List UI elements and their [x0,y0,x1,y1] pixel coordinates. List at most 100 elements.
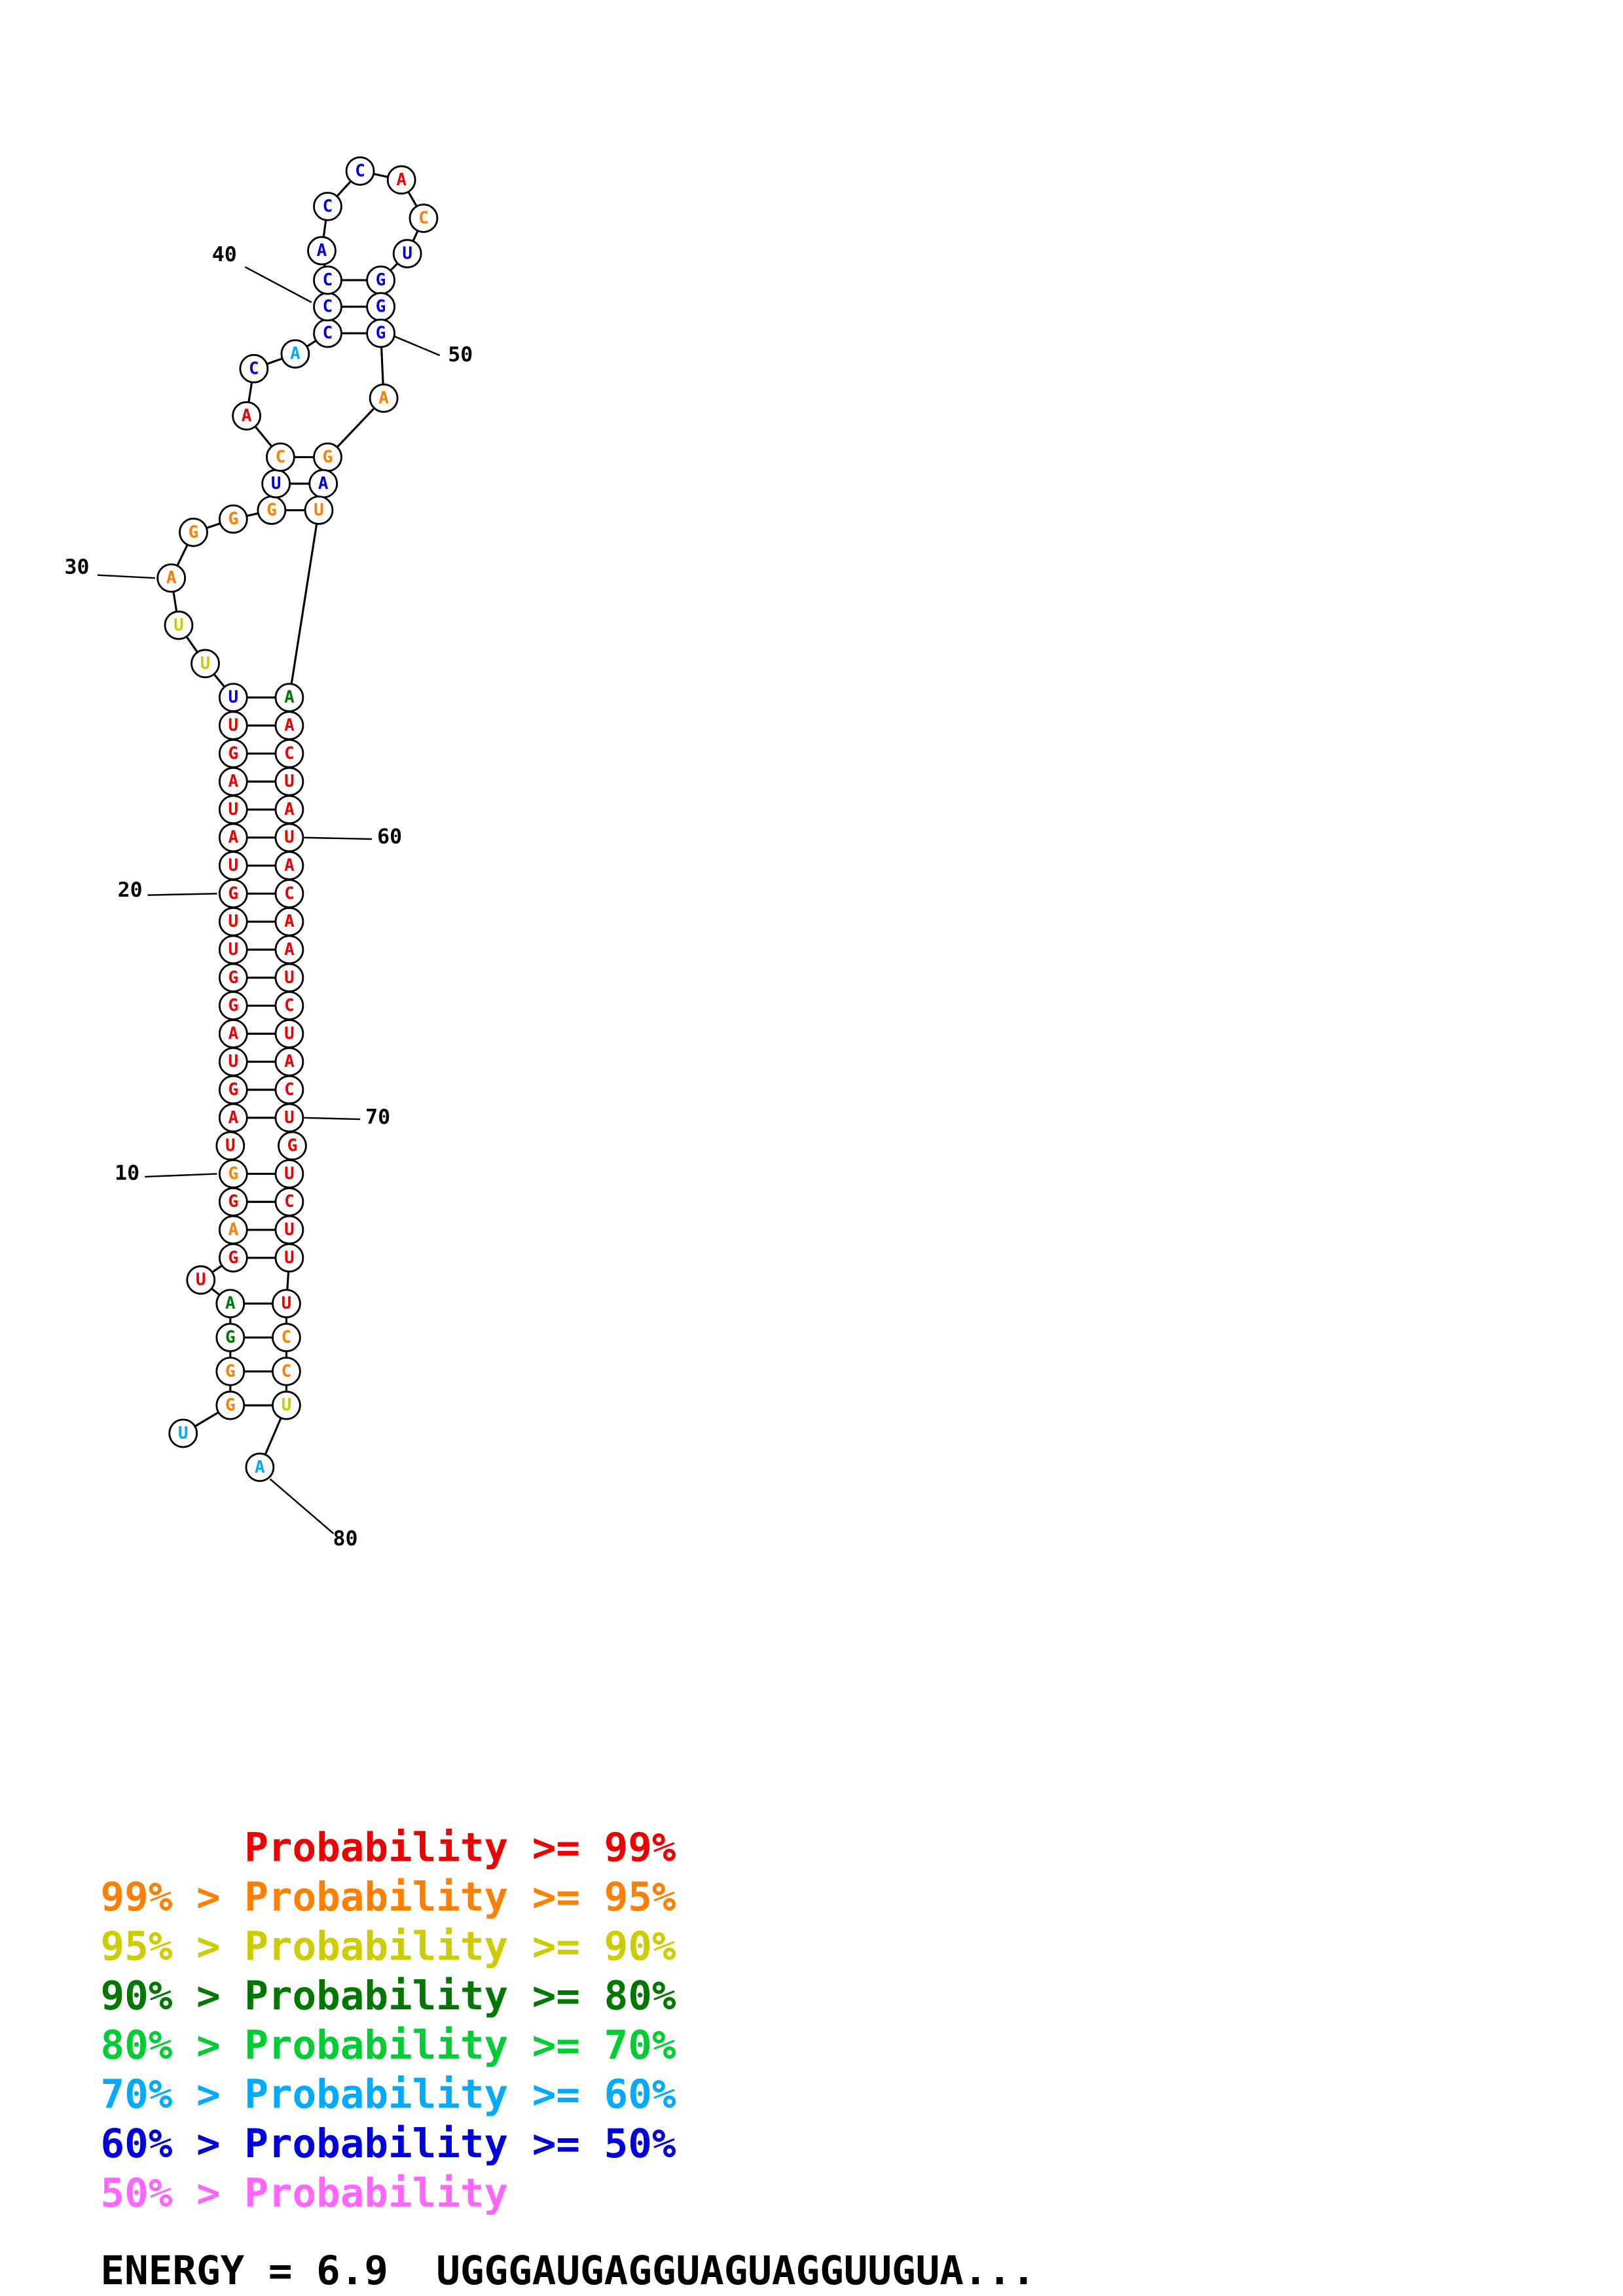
nucleotide-base-letter: C [282,1361,292,1381]
label-leader-line [145,1173,217,1178]
nucleotide-circle [156,563,187,593]
nucleotide-base-letter: G [228,968,238,988]
nucleotide: A [215,1289,246,1319]
nucleotide: C [313,318,342,348]
nucleotide-base-letter: G [266,501,277,520]
nucleotide: U [218,906,248,937]
nucleotide-base-letter: C [284,884,295,903]
nucleotide-base-letter: C [323,270,333,290]
nucleotide-base-letter: C [323,323,333,343]
nucleotide-base-letter: G [228,509,238,529]
nucleotide-circle [409,204,439,233]
nucleotide-circle [218,504,248,534]
position-label: 30 [64,555,89,579]
nucleotide: G [215,1356,246,1386]
nucleotide-base-letter: C [284,996,295,1016]
nucleotide-circle [392,239,422,268]
nucleotide-base-letter: G [228,996,238,1016]
nucleotide-base-letter: U [284,968,295,988]
nucleotide: G [215,1323,246,1352]
position-label: 80 [333,1527,358,1551]
nucleotide: U [218,935,248,965]
nucleotide-circle [313,265,342,295]
legend-row: 95% > Probability >= 90% [101,1924,676,1969]
nucleotide-base-letter: C [276,447,286,467]
nucleotide: A [156,563,187,593]
nucleotide-base-letter: G [225,1395,236,1415]
nucleotide: C [266,442,295,472]
label-leader-line [244,266,312,303]
nucleotide: C [409,204,439,233]
nucleotide-base-letter: U [228,716,238,736]
label-leader-line [304,1117,361,1121]
nucleotide-base-letter: U [284,772,295,791]
label-leader-lines [97,266,441,1535]
nucleotide-base-letter: U [284,1248,295,1268]
nucleotide: U [191,649,220,679]
nucleotide: C [345,156,375,186]
position-label: 70 [365,1105,390,1129]
nucleotide: G [218,504,248,534]
nucleotide-base-letter: U [314,501,324,520]
position-label: 10 [115,1161,139,1185]
nucleotide-base-letter: G [323,447,333,467]
nucleotide-base-letter: A [284,912,295,931]
nucleotide: A [232,401,261,431]
nucleotide: G [366,292,395,321]
nucleotide: U [274,1019,304,1049]
legend-row: 99% > Probability >= 95% [101,1874,676,1920]
nucleotide: G [366,265,395,295]
nucleotide: G [215,1390,246,1420]
nucleotide: G [257,495,287,525]
nucleotide-circle [215,1356,246,1386]
nucleotide-base-letter: G [376,270,386,290]
nucleotide: C [274,738,304,768]
nucleotide-base-letter: G [376,323,386,343]
nucleotide-base-letter: A [378,388,389,408]
nucleotide: A [274,683,304,713]
legend-row: 80% > Probability >= 70% [101,2022,676,2068]
nucleotide: C [313,292,342,321]
nucleotide-base-letter: U [178,1424,189,1443]
nucleotide-base-letter: A [284,1052,295,1071]
nucleotide: G [218,963,248,993]
nucleotide-base-letter: G [376,297,386,317]
nucleotide-base-letter: G [189,522,199,542]
nucleotide-base-letter: A [284,856,295,876]
nucleotide-base-letter: U [228,688,238,708]
legend-row: 70% > Probability >= 60% [101,2072,676,2118]
label-leader-line [269,1478,335,1535]
energy-text: ENERGY = 6.9 UGGGAUGAGGUAGUAGGUUGUA... [101,2248,1036,2294]
legend-row: Probability >= 99% [244,1825,676,1871]
nucleotide-circle [307,236,337,266]
nucleotide-base-letter: U [284,1164,295,1183]
nucleotide-base-letter: G [287,1136,298,1156]
nucleotide: U [274,1243,304,1273]
nucleotide: U [168,1418,198,1448]
nucleotide: G [218,1243,248,1273]
nucleotide-base-letter: A [284,716,295,736]
nucleotide-base-letter: U [282,1294,292,1314]
nucleotide-base-letter: G [228,1192,238,1211]
nucleotide-circle [239,353,269,384]
nucleotide-circle [245,1452,275,1482]
nucleotide-circle [266,442,295,472]
nucleotide-base-letter: A [228,772,238,791]
nucleotide: A [274,851,304,880]
nucleotide-circle [313,192,342,221]
nucleotide: C [272,1356,301,1386]
nucleotide: G [218,738,248,768]
nucleotide: A [218,1215,248,1245]
nucleotide-base-letter: A [228,828,238,848]
nucleotide: U [274,823,304,853]
nucleotide-base-letter: A [255,1458,265,1477]
nucleotide: G [313,442,342,472]
nucleotide: G [366,318,395,348]
nucleotide-circle [232,401,261,431]
nucleotide-circle [191,649,220,679]
nucleotide-circle [369,383,399,413]
nucleotide: C [274,1187,304,1217]
nucleotide-base-letter: U [200,654,211,673]
